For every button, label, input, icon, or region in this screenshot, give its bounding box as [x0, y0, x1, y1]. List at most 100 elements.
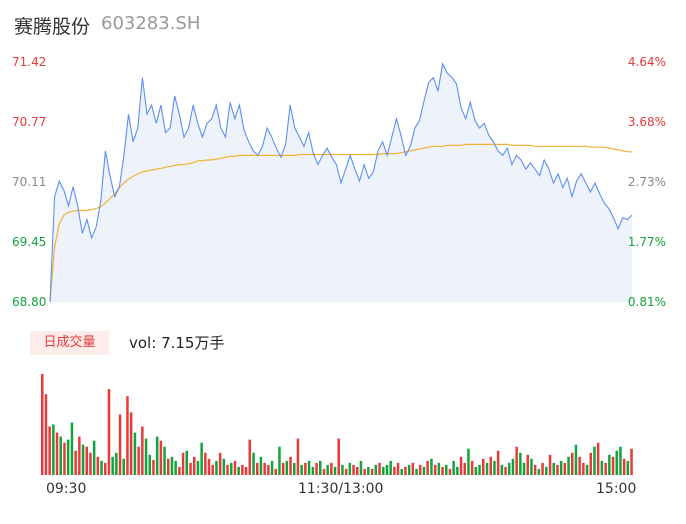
- volume-bar: [433, 464, 437, 475]
- volume-bar: [92, 440, 96, 475]
- volume-bar: [155, 436, 159, 475]
- volume-bar: [163, 446, 166, 475]
- volume-bar: [66, 439, 70, 475]
- volume-bar: [207, 458, 211, 475]
- volume-bar: [174, 460, 177, 475]
- volume-bar: [589, 452, 592, 475]
- volume-bar: [215, 460, 218, 475]
- volume-bar: [382, 466, 385, 475]
- daily-volume-tab[interactable]: 日成交量: [30, 331, 109, 355]
- volume-bar: [300, 464, 303, 475]
- volume-bar: [289, 456, 292, 475]
- volume-bar: [304, 462, 307, 475]
- volume-bar: [252, 452, 255, 475]
- volume-readout-label: vol:: [129, 334, 157, 352]
- volume-bar: [385, 464, 389, 475]
- volume-bar: [315, 462, 318, 475]
- volume-bar: [545, 466, 548, 475]
- volume-bar: [89, 452, 92, 475]
- volume-bar: [193, 456, 196, 475]
- volume-bar: [281, 462, 285, 475]
- volume-bar: [230, 462, 233, 475]
- volume-bar: [285, 460, 289, 475]
- time-tick-label: 15:00: [596, 481, 637, 497]
- volume-bar: [322, 468, 326, 475]
- volume-bar: [148, 454, 151, 475]
- volume-bar: [356, 466, 359, 475]
- volume-bar: [144, 438, 148, 475]
- volume-bar: [326, 464, 329, 475]
- volume-bar: [348, 462, 352, 475]
- stock-code: 603283.SH: [101, 13, 201, 34]
- price-tick-label: 70.11: [12, 175, 47, 189]
- volume-bar: [319, 460, 322, 475]
- volume-bar: [111, 456, 114, 475]
- volume-bar: [448, 468, 452, 475]
- volume-bar: [493, 460, 496, 475]
- volume-bar: [78, 436, 81, 475]
- volume-bar: [181, 452, 185, 475]
- volume-bar: [526, 454, 529, 475]
- volume-bar: [278, 446, 281, 475]
- volume-bar: [578, 456, 581, 475]
- volume-bar: [585, 464, 589, 475]
- volume-bar: [378, 462, 381, 475]
- volume-bar: [504, 466, 507, 475]
- volume-bar: [48, 426, 51, 475]
- volume-bar: [519, 452, 522, 475]
- time-tick-label: 09:30: [46, 481, 87, 497]
- pct-tick-label: 3.68%: [627, 115, 666, 129]
- volume-bar: [456, 466, 459, 475]
- volume-bar: [115, 452, 118, 475]
- volume-bar: [270, 460, 274, 475]
- volume-bar: [55, 432, 59, 475]
- volume-bar: [604, 462, 607, 475]
- volume-bar: [515, 446, 518, 475]
- volume-bar: [552, 462, 555, 475]
- time-tick-label: 11:30/13:00: [298, 481, 384, 497]
- volume-bar: [400, 468, 403, 475]
- volume-bars: [41, 374, 633, 475]
- volume-bar: [85, 446, 88, 475]
- volume-bar: [256, 462, 259, 475]
- volume-bar: [608, 454, 611, 475]
- volume-bar: [511, 458, 515, 475]
- volume-bar: [63, 442, 66, 475]
- volume-bar: [241, 464, 244, 475]
- volume-bar: [307, 460, 311, 475]
- volume-bar: [611, 456, 615, 475]
- volume-bar: [178, 466, 181, 475]
- volume-bar: [122, 458, 125, 475]
- volume-bar: [367, 466, 370, 475]
- volume-bar: [330, 462, 333, 475]
- volume-bar: [419, 464, 422, 475]
- volume-bar: [222, 458, 226, 475]
- volume-bar: [237, 466, 240, 475]
- volume-bar: [126, 396, 129, 475]
- volume-bar: [452, 460, 455, 475]
- volume-bar: [463, 462, 466, 475]
- volume-bar: [74, 450, 77, 475]
- volume-bar: [52, 424, 55, 475]
- volume-bar: [96, 456, 100, 475]
- volume-bar: [341, 464, 344, 475]
- volume-bar: [129, 412, 133, 475]
- volume-bar: [218, 452, 222, 475]
- volume-bar: [200, 442, 203, 475]
- volume-bar: [159, 440, 163, 475]
- volume-bar: [211, 464, 214, 475]
- volume-bar: [426, 460, 429, 475]
- volume-bar: [533, 464, 537, 475]
- volume-bar: [407, 464, 411, 475]
- volume-bar: [470, 460, 474, 475]
- volume-bar: [363, 468, 366, 475]
- volume-bar: [467, 448, 470, 475]
- volume-bar: [81, 444, 85, 475]
- volume-bar: [352, 464, 355, 475]
- price-line: [49, 62, 633, 303]
- volume-bar: [226, 464, 229, 475]
- volume-bar: [100, 460, 103, 475]
- volume-bar: [537, 468, 541, 475]
- volume-bar: [107, 389, 111, 475]
